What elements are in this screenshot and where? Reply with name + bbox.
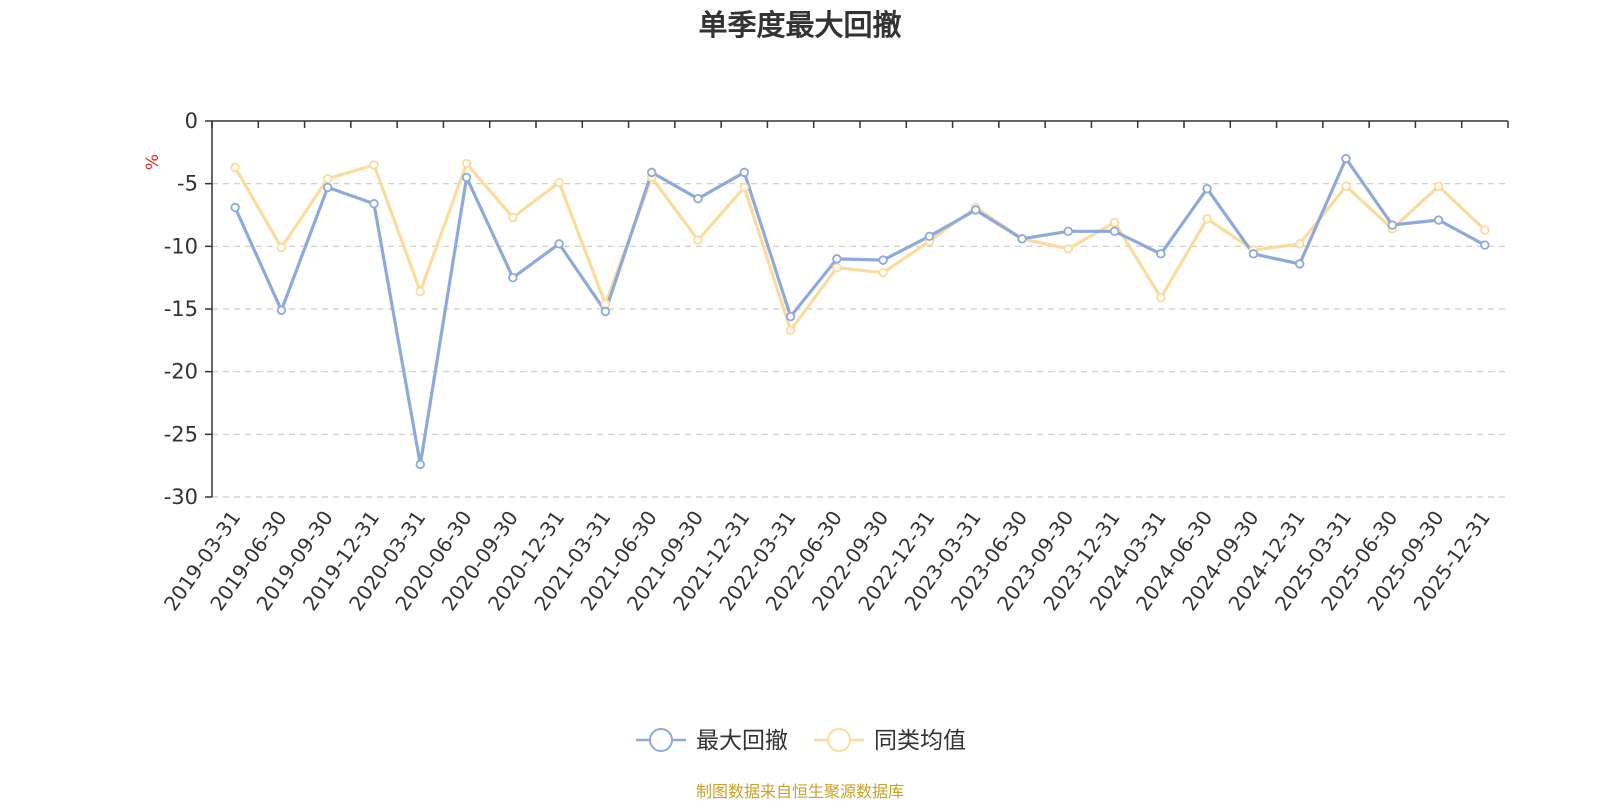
data-point <box>230 162 240 173</box>
series-line <box>233 157 1486 466</box>
y-tick-label: -10 <box>164 234 198 258</box>
data-point <box>647 167 657 178</box>
data-point <box>878 267 888 278</box>
data-point <box>415 459 425 470</box>
y-tick-label: 0 <box>185 109 198 133</box>
y-tick-label: -20 <box>164 360 198 384</box>
data-point <box>600 306 611 317</box>
data-point <box>1156 293 1166 303</box>
legend-label: 同类均值 <box>874 728 966 754</box>
series-line <box>233 162 1486 332</box>
data-point <box>1341 181 1351 191</box>
data-point <box>415 286 425 297</box>
data-point <box>878 255 888 265</box>
data-point <box>554 239 564 249</box>
data-point <box>1109 217 1120 228</box>
data-point <box>1063 244 1073 254</box>
y-axis-label: % <box>143 154 163 170</box>
data-point <box>785 325 796 336</box>
data-point <box>554 177 564 188</box>
data-point <box>323 173 333 184</box>
data-point <box>739 182 749 193</box>
data-point <box>1480 225 1490 235</box>
data-point <box>693 194 703 204</box>
data-point <box>832 254 842 264</box>
chart-title: 单季度最大回撤 <box>698 8 902 42</box>
data-point <box>1433 181 1444 191</box>
data-point <box>276 305 287 315</box>
series-lines <box>230 153 1490 470</box>
data-point <box>323 182 333 193</box>
data-point <box>1202 214 1212 224</box>
data-point <box>1341 153 1351 164</box>
y-tick-label: -15 <box>164 297 198 321</box>
data-point <box>508 212 518 223</box>
data-point <box>1295 259 1305 269</box>
data-point <box>1063 226 1073 236</box>
data-point <box>369 160 379 170</box>
data-point <box>1295 239 1305 249</box>
data-point <box>1433 215 1444 225</box>
data-point <box>230 202 240 213</box>
data-point <box>600 299 611 309</box>
data-point <box>971 205 981 215</box>
data-point <box>461 172 472 183</box>
data-point <box>461 158 472 169</box>
data-point <box>1480 240 1490 250</box>
data-point <box>739 167 749 178</box>
data-point <box>785 311 796 322</box>
data-point <box>508 272 518 283</box>
y-tick-label: -25 <box>164 422 198 446</box>
data-point <box>1109 226 1120 236</box>
data-point <box>924 231 935 242</box>
data-point <box>1387 220 1397 230</box>
y-tick-label: -30 <box>164 485 198 509</box>
legend-label: 最大回撤 <box>696 728 788 754</box>
data-point <box>832 262 842 273</box>
legend-marker <box>827 728 851 752</box>
data-point <box>369 199 379 209</box>
legend: 最大回撤 同类均值 <box>636 728 966 754</box>
data-point <box>1017 234 1027 244</box>
data-point <box>693 235 703 245</box>
data-point <box>1202 183 1212 194</box>
data-point <box>276 242 287 253</box>
data-point <box>1248 249 1259 259</box>
y-tick-label: -5 <box>177 172 198 196</box>
legend-marker <box>649 728 673 752</box>
source-note: 制图数据来自恒生聚源数据库 <box>695 782 904 801</box>
data-point <box>1156 249 1166 259</box>
axes: 0-5-10-15-20-25-30%2019-03-312019-06-302… <box>143 109 1509 615</box>
